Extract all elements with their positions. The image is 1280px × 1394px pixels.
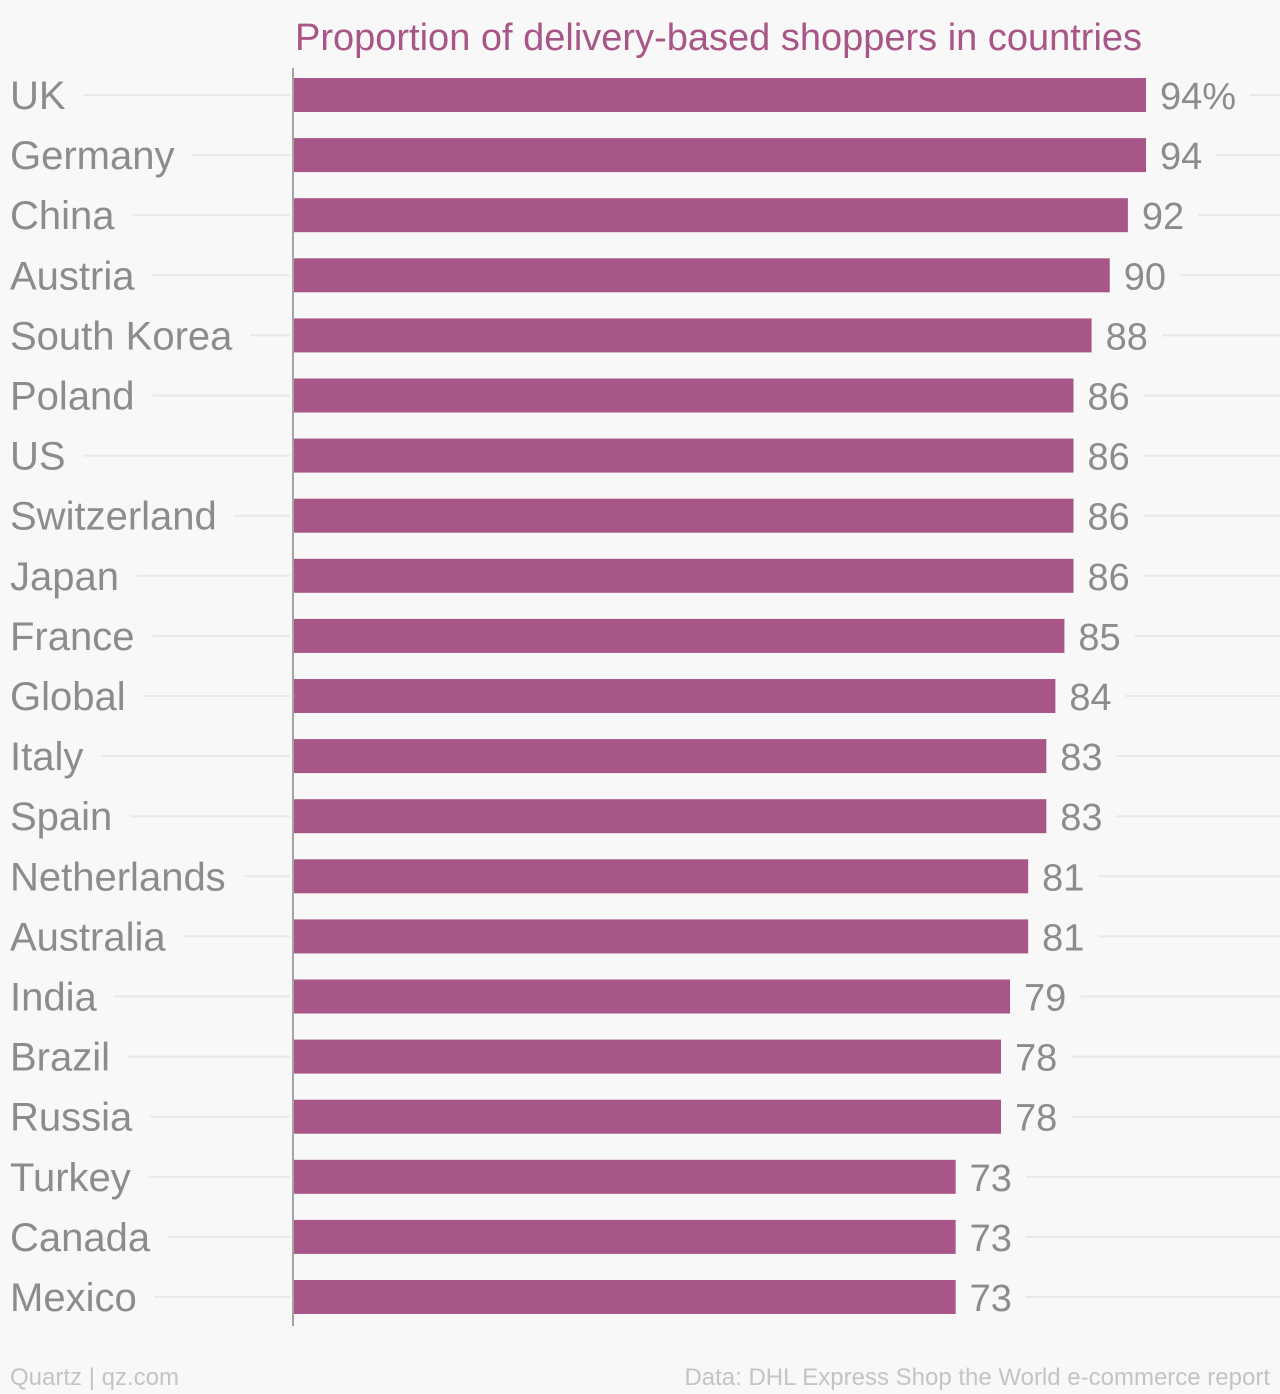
bar xyxy=(294,558,1074,593)
footer-source-right: Data: DHL Express Shop the World e-comme… xyxy=(684,1364,1270,1391)
category-label: India xyxy=(10,976,97,1020)
bar xyxy=(294,138,1146,173)
category-label: Switzerland xyxy=(10,495,217,539)
value-label: 90 xyxy=(1124,256,1166,298)
bar xyxy=(294,1099,1001,1134)
bar xyxy=(294,198,1128,233)
bar xyxy=(294,318,1092,353)
value-label: 83 xyxy=(1060,797,1102,839)
bar xyxy=(294,1039,1001,1074)
category-label: Spain xyxy=(10,795,112,839)
category-label: Japan xyxy=(10,555,119,599)
value-label: 94 xyxy=(1160,136,1202,178)
chart-title: Proportion of delivery-based shoppers in… xyxy=(295,17,1142,59)
bar xyxy=(294,438,1074,473)
bar xyxy=(294,618,1065,653)
category-label: Global xyxy=(10,675,126,719)
category-labels: UK Germany China Austria South Korea Poland US… xyxy=(10,74,233,1320)
value-label: 92 xyxy=(1142,196,1184,238)
bar xyxy=(294,859,1029,894)
category-label: UK xyxy=(10,74,66,118)
category-label: France xyxy=(10,615,135,659)
gridlines xyxy=(83,94,1280,1298)
category-label: US xyxy=(10,435,66,479)
bar xyxy=(294,979,1011,1014)
value-label: 86 xyxy=(1087,557,1129,599)
bar xyxy=(294,1280,956,1314)
value-label: 86 xyxy=(1087,497,1129,539)
value-label: 78 xyxy=(1015,1098,1057,1140)
bar xyxy=(294,1219,956,1254)
value-label: 81 xyxy=(1042,917,1084,959)
bar xyxy=(294,739,1047,774)
value-label: 73 xyxy=(970,1158,1012,1200)
category-label: Russia xyxy=(10,1096,133,1140)
category-label: Italy xyxy=(10,735,83,779)
value-label: 79 xyxy=(1024,978,1066,1020)
category-label: Poland xyxy=(10,375,135,419)
category-label: South Korea xyxy=(10,314,233,358)
bar xyxy=(294,258,1110,293)
value-label: 86 xyxy=(1087,377,1129,419)
category-label: Mexico xyxy=(10,1276,137,1320)
value-label: 83 xyxy=(1060,737,1102,779)
value-labels: 94%9492908886868686858483838181797878737… xyxy=(970,76,1236,1320)
bar xyxy=(294,78,1146,112)
footer-source-left: Quartz | qz.com xyxy=(10,1364,179,1391)
bar xyxy=(294,498,1074,533)
bar xyxy=(294,799,1047,834)
bar xyxy=(294,1159,956,1194)
bars xyxy=(294,78,1146,1314)
category-label: Australia xyxy=(10,915,166,959)
value-label: 94% xyxy=(1160,76,1236,118)
category-label: Germany xyxy=(10,134,175,178)
category-label: China xyxy=(10,194,115,238)
value-label: 85 xyxy=(1078,617,1120,659)
category-label: Netherlands xyxy=(10,855,226,899)
bar xyxy=(294,378,1074,413)
category-label: Brazil xyxy=(10,1036,110,1080)
value-label: 78 xyxy=(1015,1038,1057,1080)
value-label: 84 xyxy=(1069,677,1111,719)
bar xyxy=(294,679,1056,713)
value-label: 73 xyxy=(970,1278,1012,1320)
value-label: 86 xyxy=(1087,437,1129,479)
bar xyxy=(294,919,1029,954)
value-label: 81 xyxy=(1042,857,1084,899)
category-label: Turkey xyxy=(10,1156,131,1200)
value-label: 73 xyxy=(970,1218,1012,1260)
category-label: Canada xyxy=(10,1216,151,1260)
value-label: 88 xyxy=(1106,316,1148,358)
category-label: Austria xyxy=(10,254,135,298)
